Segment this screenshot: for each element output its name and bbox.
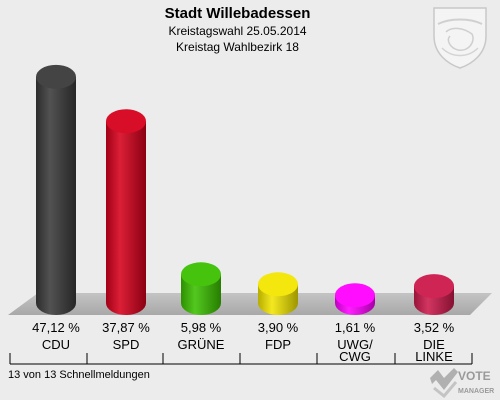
value-label-2: 5,98 % <box>181 320 222 335</box>
category-label-5-line-0: DIE <box>423 337 445 352</box>
category-label-5-line-1: LINKE <box>415 349 453 364</box>
value-label-5: 3,52 % <box>414 320 455 335</box>
logo-mark-icon <box>430 368 458 390</box>
bar-top-1 <box>106 109 146 134</box>
category-label-2: GRÜNE <box>178 337 225 352</box>
category-label-4-line-1: CWG <box>339 349 371 364</box>
logo-text-manager: MANAGER <box>458 388 494 395</box>
votemanager-logo: VOTE MANAGER <box>430 368 494 398</box>
coat-of-arms-icon <box>433 7 487 69</box>
category-label-0: CDU <box>42 337 70 352</box>
bar-0 <box>36 76 76 315</box>
value-label-4: 1,61 % <box>335 320 376 335</box>
category-label-3: FDP <box>265 337 291 352</box>
value-label-3: 3,90 % <box>258 320 299 335</box>
logo-text-vote: VOTE <box>458 369 491 383</box>
category-label-4-line-0: UWG/ <box>337 337 373 352</box>
bar-top-2 <box>181 262 221 287</box>
chart-title: Stadt Willebadessen <box>164 5 311 22</box>
report-status: 13 von 13 Schnellmeldungen <box>8 369 150 381</box>
value-label-1: 37,87 % <box>102 320 150 335</box>
category-label-1: SPD <box>113 337 140 352</box>
bar-top-0 <box>36 64 76 89</box>
bar-1 <box>106 121 146 315</box>
chart-subtitle-2: Kreistag Wahlbezirk 18 <box>176 40 299 54</box>
bar-top-3 <box>258 272 298 297</box>
chart-subtitle: Kreistagswahl 25.05.2014 <box>168 24 307 38</box>
value-label-0: 47,12 % <box>32 320 80 335</box>
bar-top-4 <box>335 283 375 308</box>
bar-top-5 <box>414 274 454 299</box>
